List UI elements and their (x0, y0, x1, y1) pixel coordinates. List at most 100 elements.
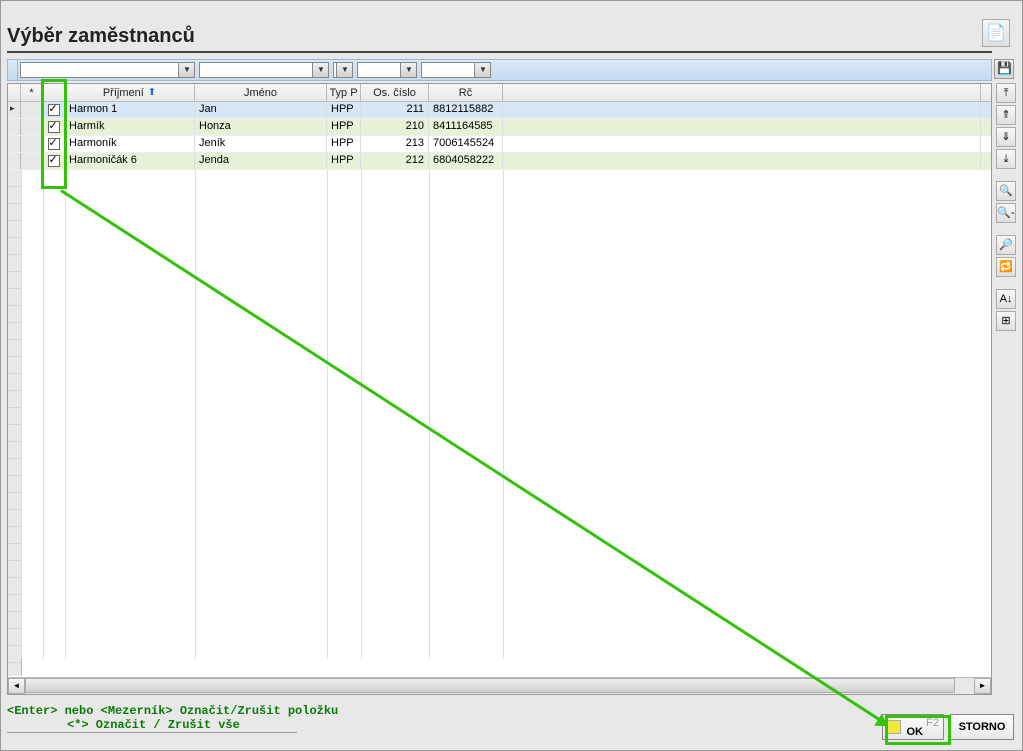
scroll-thumb[interactable] (25, 678, 955, 693)
toolbar-button-9[interactable]: 🔁 (996, 257, 1016, 277)
dropdown-arrow-icon[interactable] (400, 63, 416, 77)
cell-typp: HPP (327, 136, 361, 152)
cell-checkbox[interactable] (43, 136, 65, 152)
grid-body[interactable]: Harmon 1JanHPP2118812115882HarmíkHonzaHP… (8, 102, 991, 676)
page-title: Výběr zaměstnanců (7, 25, 195, 47)
cell-checkbox[interactable] (43, 119, 65, 135)
ok-shortcut: F2 (926, 717, 939, 729)
filter-combo-4[interactable] (421, 62, 491, 78)
cell-rest (503, 119, 981, 135)
cell-rc: 8411164585 (429, 119, 503, 135)
footer: <Enter> nebo <Mezerník> Označit/Zrušit p… (7, 704, 1016, 744)
column-header-prijmeni[interactable]: Příjmení⬆ (65, 84, 195, 101)
toolbar-button-11[interactable]: A↓ (996, 289, 1016, 309)
hint-enter: <Enter> nebo <Mezerník> Označit/Zrušit p… (7, 704, 1016, 718)
row-indicator (8, 119, 21, 135)
side-toolbar: ⤒⇑⇓⤓ 🔍+🔍- 🔎🔁 A↓⊞ (996, 83, 1016, 331)
toolbar-button-12[interactable]: ⊞ (996, 311, 1016, 331)
grid: * Příjmení⬆JménoTyp POs. čísloRč Harmon 1… (7, 83, 992, 695)
cell-star (21, 102, 43, 118)
toolbar-button-5[interactable]: 🔍+ (996, 181, 1016, 201)
ok-button[interactable]: F2 OK (882, 714, 944, 740)
cell-typp: HPP (327, 119, 361, 135)
toolbar-button-1[interactable]: ⇑ (996, 105, 1016, 125)
row-checkbox[interactable] (48, 155, 60, 167)
row-indicator (8, 136, 21, 152)
cell-prijmeni: Harmoník (65, 136, 195, 152)
column-header-rc[interactable]: Rč (429, 84, 503, 101)
filter-indicator (8, 60, 18, 80)
row-checkbox[interactable] (48, 104, 60, 116)
cell-rest (503, 136, 981, 152)
cell-jmeno: Jan (195, 102, 327, 118)
cell-checkbox[interactable] (43, 153, 65, 169)
grid-header: * Příjmení⬆JménoTyp POs. čísloRč (8, 84, 991, 102)
column-header-chk[interactable] (43, 84, 65, 101)
empty-grid-area (8, 170, 991, 676)
dropdown-arrow-icon[interactable] (474, 63, 490, 77)
filter-combo-0[interactable] (20, 62, 195, 78)
column-header-rest[interactable] (503, 84, 981, 101)
scroll-left-button[interactable]: ◄ (8, 678, 25, 694)
cell-checkbox[interactable] (43, 102, 65, 118)
toolbar-button-3[interactable]: ⤓ (996, 149, 1016, 169)
column-header-indicator[interactable] (8, 84, 21, 101)
storno-label: STORNO (959, 721, 1006, 733)
cell-star (21, 153, 43, 169)
column-header-jmeno[interactable]: Jméno (195, 84, 327, 101)
dropdown-arrow-icon[interactable] (336, 63, 352, 77)
filter-combo-2[interactable] (333, 62, 353, 78)
title-bar: Výběr zaměstnanců (7, 25, 992, 53)
cell-jmeno: Honza (195, 119, 327, 135)
cell-rest (503, 102, 981, 118)
cell-prijmeni: Harmík (65, 119, 195, 135)
hint-star: <*> Označit / Zrušit vše (7, 718, 297, 733)
filter-combo-3[interactable] (357, 62, 417, 78)
cell-typp: HPP (327, 102, 361, 118)
ok-label: OK (907, 726, 924, 738)
storno-button[interactable]: STORNO (950, 714, 1014, 740)
cell-jmeno: Jenda (195, 153, 327, 169)
table-row[interactable]: HarmíkHonzaHPP2108411164585 (8, 119, 991, 136)
dropdown-arrow-icon[interactable] (178, 63, 194, 77)
cell-rc: 6804058222 (429, 153, 503, 169)
column-header-star[interactable]: * (21, 84, 43, 101)
cell-star (21, 119, 43, 135)
cell-jmeno: Jeník (195, 136, 327, 152)
export-excel-icon[interactable] (982, 19, 1010, 47)
dropdown-arrow-icon[interactable] (312, 63, 328, 77)
filter-combo-1[interactable] (199, 62, 329, 78)
cell-prijmeni: Harmoničák 6 (65, 153, 195, 169)
row-indicator (8, 153, 21, 169)
toolbar-button-0[interactable]: ⤒ (996, 83, 1016, 103)
table-row[interactable]: Harmon 1JanHPP2118812115882 (8, 102, 991, 119)
sort-asc-icon: ⬆ (148, 87, 156, 98)
cell-oscislo: 210 (361, 119, 429, 135)
toolbar-button-2[interactable]: ⇓ (996, 127, 1016, 147)
toolbar-button-8[interactable]: 🔎 (996, 235, 1016, 255)
cell-oscislo: 212 (361, 153, 429, 169)
cell-oscislo: 213 (361, 136, 429, 152)
save-filter-icon[interactable] (994, 59, 1014, 79)
row-checkbox[interactable] (48, 138, 60, 150)
window: Výběr zaměstnanců * Příjmení⬆JménoTyp POs… (0, 0, 1023, 751)
column-header-oscislo[interactable]: Os. číslo (361, 84, 429, 101)
cell-typp: HPP (327, 153, 361, 169)
cell-rc: 7006145524 (429, 136, 503, 152)
table-row[interactable]: HarmoníkJeníkHPP2137006145524 (8, 136, 991, 153)
horizontal-scrollbar[interactable]: ◄ ► (8, 677, 991, 694)
cell-prijmeni: Harmon 1 (65, 102, 195, 118)
toolbar-button-6[interactable]: 🔍- (996, 203, 1016, 223)
cell-rc: 8812115882 (429, 102, 503, 118)
column-header-typp[interactable]: Typ P (327, 84, 361, 101)
scroll-right-button[interactable]: ► (974, 678, 991, 694)
cell-rest (503, 153, 981, 169)
table-row[interactable]: Harmoničák 6JendaHPP2126804058222 (8, 153, 991, 170)
scroll-track[interactable] (25, 678, 974, 694)
ok-color-swatch (887, 720, 901, 734)
row-checkbox[interactable] (48, 121, 60, 133)
cell-star (21, 136, 43, 152)
cell-oscislo: 211 (361, 102, 429, 118)
row-indicator (8, 102, 21, 118)
filter-bar (7, 59, 992, 81)
